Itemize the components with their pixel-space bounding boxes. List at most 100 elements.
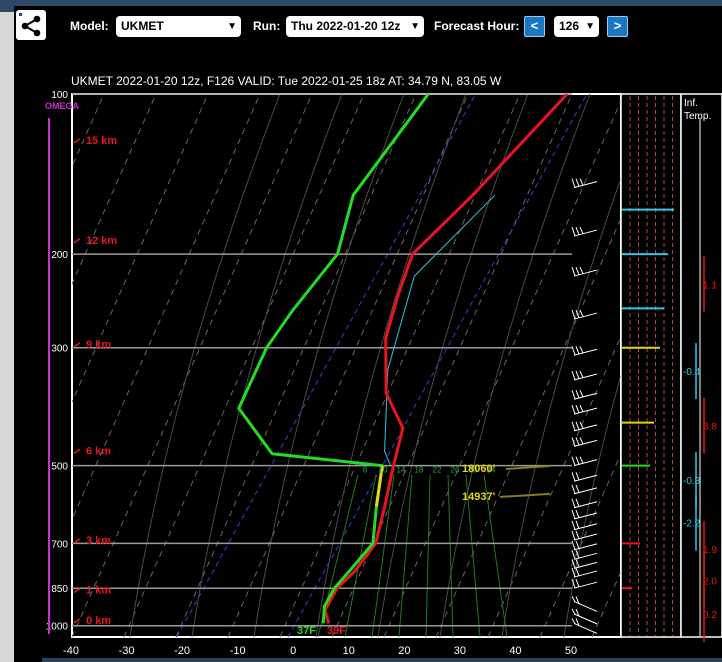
next-hour-button[interactable]: > — [607, 16, 628, 37]
temperature-tick-label: 40 — [509, 645, 521, 657]
inference-temp-panel — [680, 93, 722, 638]
wind-barb — [571, 404, 598, 415]
isotherm-line — [176, 94, 477, 637]
omega-panel — [620, 93, 682, 638]
wind-barb — [571, 520, 598, 531]
height-label: 0 km — [86, 615, 111, 627]
forecast-hour-value: 126 — [559, 19, 580, 33]
inference-temp-value: -0.3 — [683, 476, 701, 487]
moist-adiabat — [377, 94, 529, 637]
height-marker — [73, 238, 81, 244]
model-select[interactable]: UKMET ▼ — [116, 16, 241, 37]
forecast-hour-select[interactable]: 126 ▼ — [554, 16, 599, 37]
inference-temp-value: 0.2 — [703, 610, 717, 621]
wind-barb — [571, 472, 598, 482]
temperature-tick-label: 50 — [565, 645, 577, 657]
mixing-ratio-label: 18 — [415, 466, 424, 475]
isotherm-line — [287, 94, 588, 637]
temperature-tick-label: -40 — [63, 645, 79, 657]
wind-barb — [571, 437, 598, 447]
moist-adiabat — [253, 94, 405, 637]
run-label: Run: — [253, 19, 281, 33]
wind-barb — [571, 540, 598, 551]
previous-hour-button[interactable]: < — [524, 16, 545, 37]
mixing-ratio-label: 14 — [397, 466, 406, 475]
surface-temperature-label: 39F — [327, 625, 346, 637]
toolbar: Model: UKMET ▼ Run: Thu 2022-01-20 12z ▼… — [14, 6, 722, 48]
moist-adiabat — [315, 94, 467, 637]
temperature-tick-label: 30 — [454, 645, 466, 657]
height-marker — [73, 587, 81, 594]
chevron-down-icon: ▼ — [410, 21, 420, 32]
level-annotation-line — [505, 464, 551, 470]
wind-barb — [571, 608, 598, 625]
moist-adiabat — [439, 94, 591, 637]
pressure-tick-label: 500 — [51, 462, 68, 473]
moist-adiabat — [129, 94, 281, 637]
moist-adiabat — [501, 176, 621, 637]
run-select[interactable]: Thu 2022-01-20 12z ▼ — [286, 16, 424, 37]
dewpoint-trace — [237, 94, 430, 624]
background-sidebar — [0, 12, 14, 662]
wind-barb — [571, 559, 598, 569]
wind-barb — [571, 579, 598, 589]
omega-label: OMEGA — [45, 101, 80, 111]
level-annotation: 18060' — [462, 463, 496, 475]
mixing-ratio-line — [447, 474, 454, 637]
mixing-ratio-line — [371, 474, 395, 637]
mixing-ratio-line — [483, 474, 508, 637]
inference-temp-value: 3.8 — [703, 421, 717, 432]
wind-barb — [571, 370, 598, 381]
mixing-ratio-line — [425, 474, 431, 637]
surface-dewpoint-label: 37F — [297, 625, 316, 637]
model-select-value: UKMET — [121, 19, 164, 33]
wind-barb — [571, 530, 598, 541]
chart-title: UKMET 2022-01-20 12z, F126 VALID: Tue 20… — [71, 74, 502, 88]
temperature-tick-label: 20 — [398, 645, 410, 657]
saturated-layer — [374, 465, 384, 507]
moist-adiabat — [563, 372, 621, 637]
temperature-tick-label: -10 — [230, 645, 246, 657]
inference-temp-value: 1.9 — [703, 545, 717, 556]
height-label: 1 km — [86, 585, 111, 597]
chevron-down-icon: ▼ — [585, 21, 595, 32]
height-label: 6 km — [86, 445, 111, 457]
pressure-tick-label: 200 — [51, 250, 68, 261]
wind-barb — [571, 509, 598, 520]
pressure-tick-label: 700 — [51, 539, 68, 550]
mixing-ratio-line — [398, 474, 413, 637]
temperature-tick-label: -30 — [119, 645, 135, 657]
wind-barb — [571, 421, 598, 432]
wind-barb — [571, 266, 598, 277]
height-label: 15 km — [86, 135, 117, 147]
wind-barb — [571, 226, 598, 237]
height-label: 9 km — [86, 339, 111, 351]
dry-adiabat — [0, 94, 52, 637]
height-label: 3 km — [86, 535, 111, 547]
inference-temp-title: Inf. — [684, 98, 698, 109]
mixing-ratio-label: 6 — [363, 466, 368, 475]
height-marker — [73, 138, 81, 144]
share-button[interactable] — [16, 10, 46, 40]
wind-barb — [571, 390, 598, 400]
inference-temp-value: -0.4 — [683, 367, 701, 378]
inference-temp-value: 2.0 — [703, 576, 717, 587]
temperature-trace — [323, 94, 569, 624]
level-annotation: 14937' — [462, 491, 496, 503]
parcel-trace — [384, 194, 496, 466]
height-label: 12 km — [86, 235, 117, 247]
run-select-value: Thu 2022-01-20 12z — [291, 19, 401, 33]
share-icon — [19, 13, 41, 37]
temperature-tick-label: 0 — [290, 645, 296, 657]
pressure-tick-label: 300 — [51, 344, 68, 355]
wind-barb — [571, 309, 598, 320]
temperature-tick-label: 10 — [343, 645, 355, 657]
inference-temp-value: -2.2 — [683, 519, 701, 530]
inference-temp-title: Temp. — [684, 111, 711, 122]
wind-barb — [571, 178, 598, 189]
bottom-divider — [42, 658, 722, 662]
height-marker — [73, 538, 81, 544]
wind-barb — [571, 346, 598, 356]
wind-barb — [571, 456, 598, 467]
